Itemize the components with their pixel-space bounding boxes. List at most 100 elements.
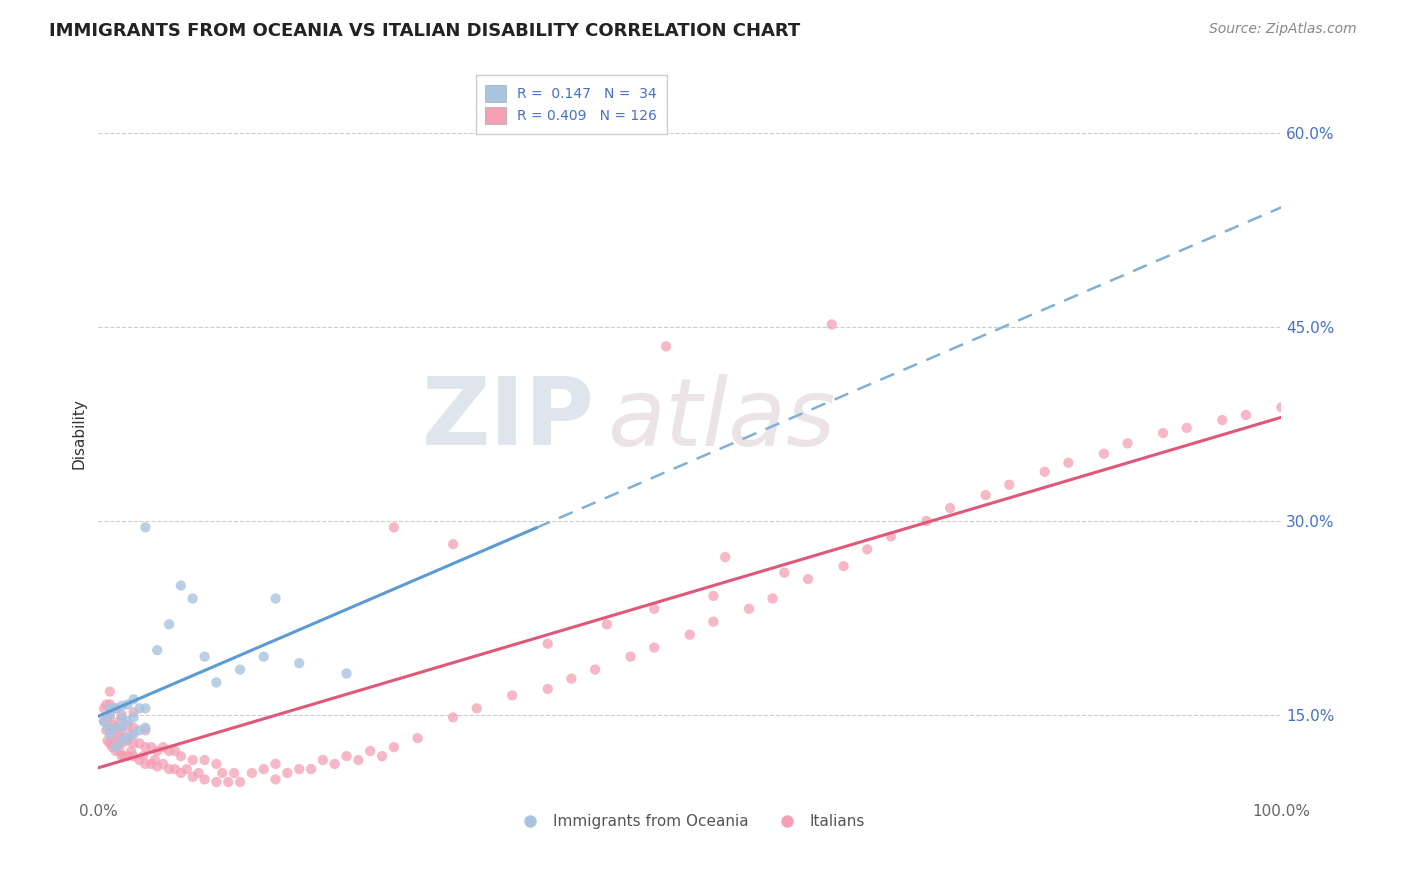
- Point: [915, 514, 938, 528]
- Text: IMMIGRANTS FROM OCEANIA VS ITALIAN DISABILITY CORRELATION CHART: IMMIGRANTS FROM OCEANIA VS ITALIAN DISAB…: [49, 22, 800, 40]
- Point: [104, 721, 127, 735]
- Point: [98, 723, 121, 738]
- Point: [643, 640, 665, 655]
- Point: [104, 744, 127, 758]
- Point: [643, 602, 665, 616]
- Point: [157, 744, 180, 758]
- Point: [312, 753, 335, 767]
- Point: [101, 740, 124, 755]
- Point: [187, 766, 209, 780]
- Point: [98, 707, 121, 722]
- Point: [1057, 456, 1080, 470]
- Point: [98, 698, 121, 712]
- Point: [141, 740, 163, 755]
- Point: [253, 649, 276, 664]
- Point: [832, 559, 855, 574]
- Point: [96, 721, 118, 735]
- Point: [93, 714, 115, 729]
- Point: [96, 723, 118, 738]
- Point: [797, 572, 820, 586]
- Point: [134, 520, 156, 534]
- Point: [111, 698, 134, 713]
- Point: [1033, 465, 1056, 479]
- Point: [821, 318, 844, 332]
- Point: [111, 707, 134, 722]
- Point: [537, 681, 560, 696]
- Point: [240, 766, 263, 780]
- Point: [1152, 425, 1174, 440]
- Point: [111, 710, 134, 724]
- Point: [176, 762, 198, 776]
- Point: [224, 766, 246, 780]
- Point: [108, 730, 131, 744]
- Point: [98, 727, 121, 741]
- Point: [335, 666, 357, 681]
- Point: [205, 756, 228, 771]
- Legend: Immigrants from Oceania, Italians: Immigrants from Oceania, Italians: [509, 808, 870, 835]
- Point: [96, 698, 118, 712]
- Point: [111, 749, 134, 764]
- Point: [134, 723, 156, 738]
- Point: [112, 749, 135, 764]
- Point: [288, 656, 311, 670]
- Point: [170, 749, 193, 764]
- Point: [117, 749, 139, 764]
- Point: [205, 775, 228, 789]
- Point: [974, 488, 997, 502]
- Point: [181, 591, 204, 606]
- Point: [181, 753, 204, 767]
- Point: [939, 501, 962, 516]
- Point: [347, 753, 370, 767]
- Point: [108, 744, 131, 758]
- Point: [93, 714, 115, 729]
- Point: [103, 733, 125, 747]
- Point: [880, 529, 903, 543]
- Point: [619, 649, 641, 664]
- Point: [111, 736, 134, 750]
- Text: ZIP: ZIP: [422, 373, 595, 465]
- Point: [501, 689, 523, 703]
- Point: [108, 714, 131, 729]
- Point: [122, 736, 145, 750]
- Point: [157, 617, 180, 632]
- Point: [152, 740, 174, 755]
- Point: [465, 701, 488, 715]
- Point: [111, 721, 134, 735]
- Point: [98, 736, 121, 750]
- Point: [773, 566, 796, 580]
- Point: [323, 756, 346, 771]
- Y-axis label: Disability: Disability: [72, 398, 86, 469]
- Point: [1116, 436, 1139, 450]
- Point: [211, 766, 233, 780]
- Point: [1270, 400, 1292, 414]
- Point: [122, 727, 145, 741]
- Text: atlas: atlas: [607, 374, 835, 465]
- Point: [104, 701, 127, 715]
- Point: [761, 591, 783, 606]
- Point: [104, 701, 127, 715]
- Point: [583, 663, 606, 677]
- Point: [152, 756, 174, 771]
- Point: [117, 698, 139, 712]
- Point: [103, 718, 125, 732]
- Point: [856, 542, 879, 557]
- Point: [702, 615, 724, 629]
- Point: [288, 762, 311, 776]
- Point: [96, 733, 118, 747]
- Point: [93, 701, 115, 715]
- Point: [441, 537, 464, 551]
- Point: [104, 740, 127, 755]
- Point: [1211, 413, 1233, 427]
- Point: [122, 721, 145, 735]
- Point: [120, 744, 142, 758]
- Point: [163, 744, 186, 758]
- Point: [441, 710, 464, 724]
- Point: [98, 684, 121, 698]
- Point: [1092, 447, 1115, 461]
- Point: [103, 701, 125, 715]
- Point: [382, 520, 405, 534]
- Point: [217, 775, 239, 789]
- Point: [702, 589, 724, 603]
- Point: [107, 736, 129, 750]
- Point: [134, 701, 156, 715]
